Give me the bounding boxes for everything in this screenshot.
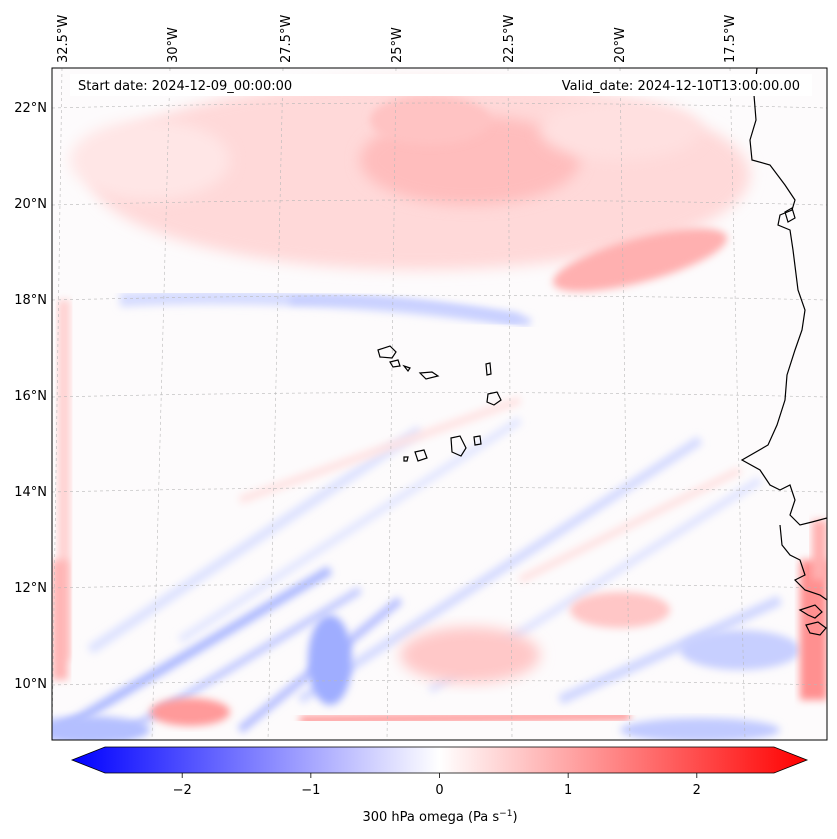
field-strip	[812, 520, 827, 580]
cape-verde-island	[377, 345, 397, 359]
field-blob	[52, 716, 150, 740]
africa-coast	[798, 604, 823, 619]
map-frame	[51, 67, 828, 741]
lon-label: 25°W	[390, 27, 405, 63]
lat-label: 22°N	[14, 101, 47, 116]
africa-coast	[805, 621, 827, 636]
lat-label: 14°N	[14, 485, 47, 500]
lon-label: 32.5°W	[56, 15, 71, 63]
field-band	[289, 295, 531, 326]
lat-label: 12°N	[14, 581, 47, 596]
cape-verde-island	[485, 362, 492, 376]
field-band	[518, 466, 742, 584]
lat-label: 10°N	[14, 677, 47, 692]
field-blob	[370, 95, 490, 145]
africa-coast	[784, 207, 796, 223]
field-strip	[52, 560, 68, 680]
field-band	[57, 566, 333, 734]
valid-date-label: Valid_date: 2024-12-10T13:00:00.00	[562, 79, 800, 94]
field-blob	[680, 630, 800, 670]
omega-field	[52, 68, 827, 740]
header-banner	[70, 74, 812, 96]
colorbar-bar	[70, 746, 809, 774]
cape-verde-island	[450, 435, 467, 457]
lat-labels: 22°N 20°N 18°N 16°N 14°N 12°N 10°N	[14, 101, 47, 692]
cape-verde-island	[418, 371, 440, 380]
start-date-label: Start date: 2024-12-09_00:00:00	[78, 79, 292, 94]
field-blob	[150, 698, 230, 726]
field-band	[557, 595, 783, 705]
lat-label: 20°N	[14, 197, 47, 212]
colorbar-label-sup: −1	[499, 809, 512, 819]
field-band	[238, 396, 522, 504]
field-band	[177, 416, 523, 644]
colorbar-label-close: )	[512, 810, 517, 825]
colorbar-tick-label: −2	[173, 783, 192, 798]
field-blob	[552, 228, 728, 292]
field-blob	[620, 718, 780, 740]
lat-label: 18°N	[14, 293, 47, 308]
colorbar-ticks: −2 −1 0 1 2	[173, 773, 701, 798]
coastline	[377, 68, 827, 636]
lon-label: 20°W	[613, 27, 628, 63]
colorbar-tick-label: 2	[693, 783, 701, 798]
field-band	[87, 425, 423, 655]
cape-verde-island	[473, 435, 482, 446]
lon-label: 22.5°W	[502, 15, 517, 63]
africa-coast	[740, 68, 827, 526]
field-blob	[400, 627, 540, 683]
colorbar-tick-label: 1	[564, 783, 572, 798]
lon-label: 27.5°W	[279, 15, 294, 63]
field-blob	[570, 592, 670, 628]
field-strip	[800, 560, 827, 700]
colorbar-tick-label: −1	[301, 783, 320, 798]
cape-verde-island	[414, 449, 428, 462]
gridlines	[52, 68, 827, 740]
field-blob	[540, 100, 700, 160]
field-blob	[70, 120, 230, 200]
lat-label: 16°N	[14, 389, 47, 404]
colorbar-tick-label: 0	[435, 783, 443, 798]
colorbar-label-main: 300 hPa omega (Pa s	[362, 810, 499, 825]
map-panel: Start date: 2024-12-09_00:00:00 Valid_da…	[14, 15, 828, 741]
cape-verde-island	[486, 391, 502, 406]
field-band	[299, 712, 631, 724]
colorbar-label: 300 hPa omega (Pa s−1)	[362, 809, 517, 825]
field-band	[297, 436, 703, 704]
cape-verde-island	[389, 359, 401, 368]
cape-verde-island	[402, 364, 411, 373]
lon-label: 30°W	[166, 27, 181, 63]
cape-verde-island	[403, 456, 409, 462]
lon-label: 17.5°W	[723, 15, 738, 63]
africa-coast	[779, 524, 827, 601]
colorbar: −2 −1 0 1 2 300 hPa omega (Pa s−1)	[70, 746, 809, 825]
field-blob	[308, 615, 352, 705]
lon-labels: 32.5°W 30°W 27.5°W 25°W 22.5°W 20°W 17.5…	[56, 15, 738, 63]
